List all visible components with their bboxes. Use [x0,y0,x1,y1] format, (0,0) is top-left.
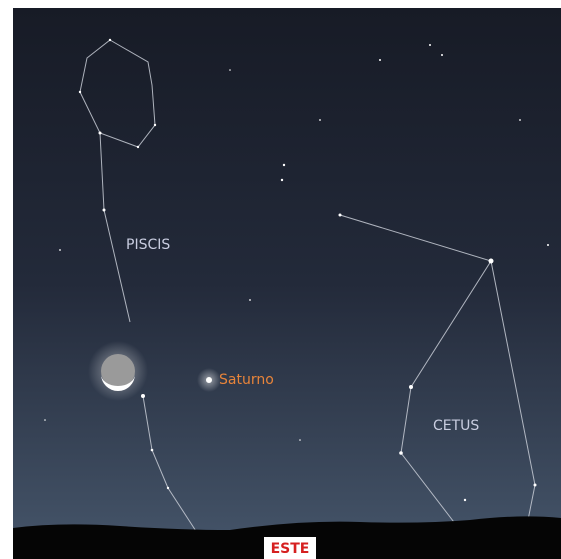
moon-crescent [101,374,135,391]
moon [101,354,135,388]
stars [44,38,549,502]
cardinal-label: ESTE [271,541,310,557]
constellation-label: PISCIS [126,237,170,253]
planet-label: Saturno [219,372,274,388]
cardinal-box [264,537,316,559]
saturn [206,377,212,383]
constellation-label: CETUS [433,418,479,434]
sky [13,8,561,559]
